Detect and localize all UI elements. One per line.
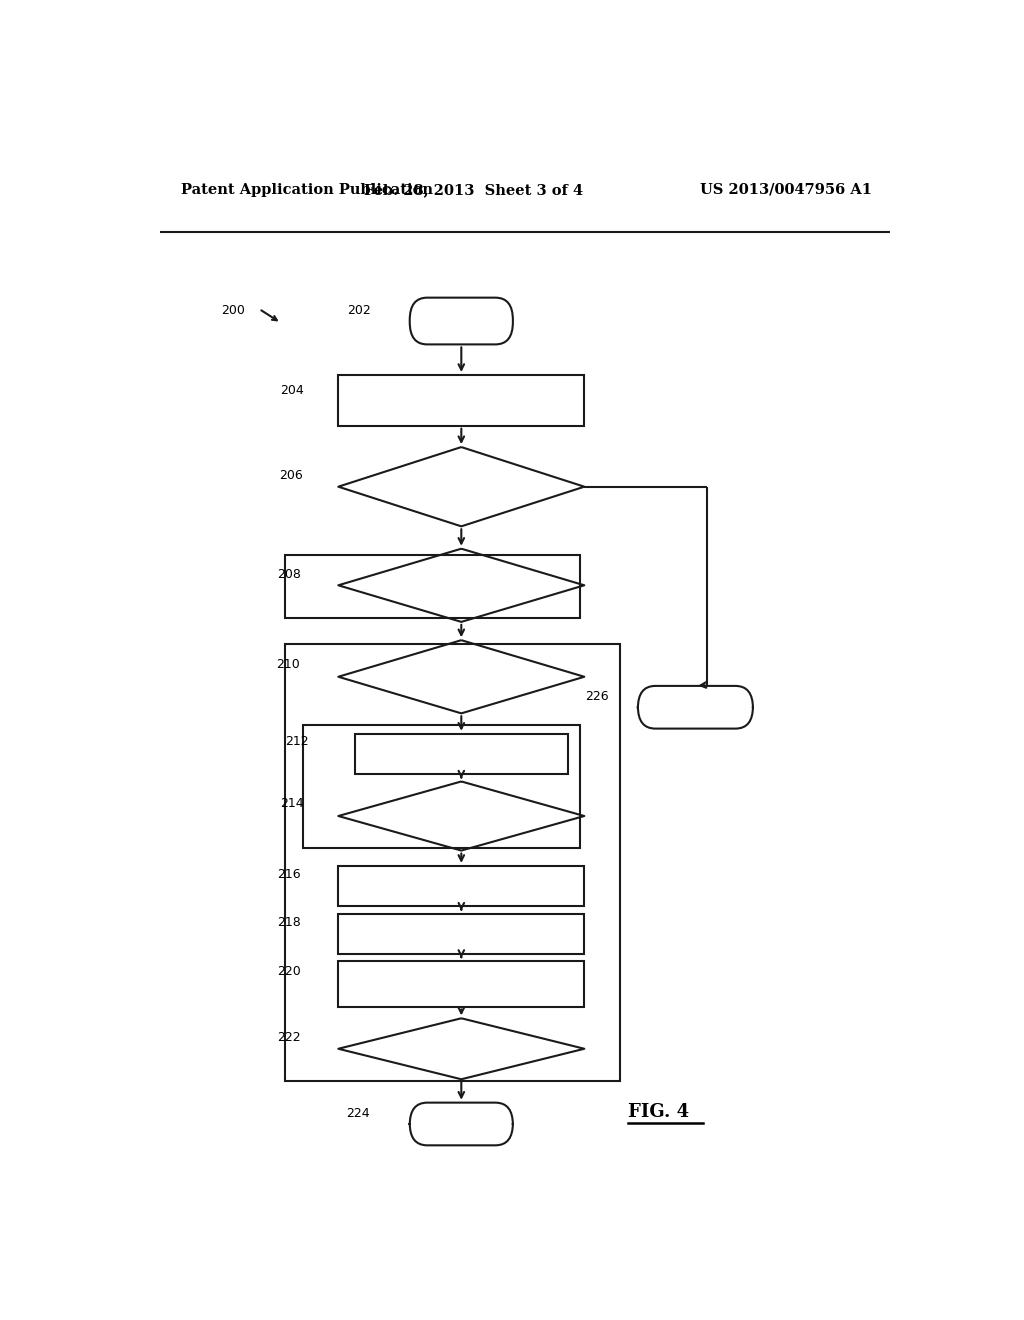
Text: 214: 214	[281, 797, 304, 810]
Text: 200: 200	[221, 305, 246, 317]
FancyBboxPatch shape	[410, 1102, 513, 1146]
Bar	[338, 961, 585, 1007]
Text: 222: 222	[278, 1031, 301, 1044]
Text: 226: 226	[586, 689, 609, 702]
Text: 208: 208	[278, 568, 301, 581]
Text: FIG. 4: FIG. 4	[628, 1102, 689, 1121]
Text: Patent Application Publication: Patent Application Publication	[181, 182, 433, 197]
Bar	[338, 913, 585, 954]
Text: US 2013/0047956 A1: US 2013/0047956 A1	[700, 182, 872, 197]
Text: 206: 206	[279, 469, 303, 482]
Text: 224: 224	[346, 1107, 370, 1121]
FancyBboxPatch shape	[638, 686, 753, 729]
Text: 220: 220	[278, 965, 301, 978]
Text: Feb. 28, 2013  Sheet 3 of 4: Feb. 28, 2013 Sheet 3 of 4	[364, 182, 583, 197]
Text: 204: 204	[281, 384, 304, 396]
Text: 202: 202	[347, 305, 371, 317]
Bar	[338, 866, 585, 907]
Bar	[355, 734, 567, 775]
Text: 218: 218	[278, 916, 301, 929]
Text: 216: 216	[278, 869, 301, 882]
FancyBboxPatch shape	[410, 297, 513, 345]
Text: 212: 212	[286, 735, 309, 748]
Bar	[285, 554, 581, 618]
Text: 210: 210	[275, 659, 299, 671]
Bar	[303, 725, 581, 847]
Bar	[338, 375, 585, 426]
Bar	[285, 644, 620, 1081]
